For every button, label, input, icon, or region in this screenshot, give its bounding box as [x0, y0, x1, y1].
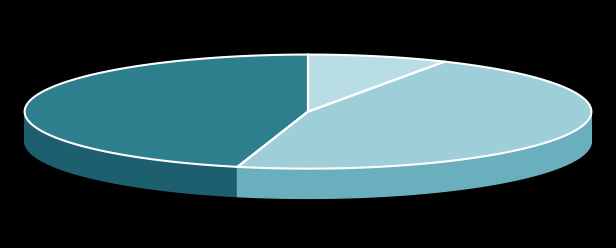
Polygon shape — [238, 112, 591, 198]
Polygon shape — [25, 112, 238, 197]
Polygon shape — [238, 62, 591, 169]
Polygon shape — [308, 55, 445, 112]
Polygon shape — [25, 55, 308, 167]
